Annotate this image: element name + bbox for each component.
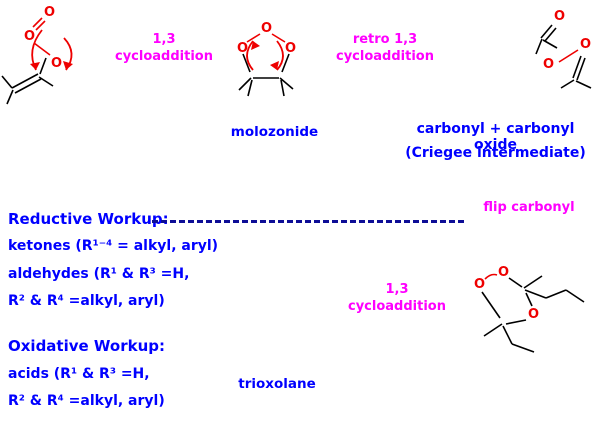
trioxolane-ring: O O O bbox=[474, 265, 585, 353]
oxidative-condition-acids-1: acids (R¹ & R³ =H, bbox=[8, 366, 150, 382]
ozone-fragment: O O O bbox=[24, 5, 62, 71]
molozonide-label: molozonide bbox=[230, 124, 319, 140]
reductive-condition-aldehydes-1: aldehydes (R¹ & R³ =H, bbox=[8, 266, 190, 282]
step4-line2: cycloaddition bbox=[348, 299, 446, 314]
oxygen-atom-label: O bbox=[261, 21, 272, 36]
oxygen-atom-label: O bbox=[580, 37, 591, 52]
trioxolane-label: trioxolane bbox=[238, 376, 316, 392]
step1-line2: cycloaddition bbox=[115, 49, 213, 64]
alkene-ozone-structure: O O O bbox=[1, 5, 73, 105]
curved-arrow bbox=[30, 29, 43, 71]
oxygen-atom-label: O bbox=[498, 265, 509, 280]
curved-arrow bbox=[246, 40, 260, 71]
step-label-retro-cycloaddition: retro 1,3 cycloaddition bbox=[322, 31, 448, 65]
flip-carbonyl-label: flip carbonyl bbox=[483, 200, 575, 215]
dashed-divider-line bbox=[152, 220, 464, 223]
curved-arrow bbox=[63, 37, 73, 71]
oxygen-atom-label: O bbox=[528, 307, 539, 322]
oxygen-atom-label: O bbox=[237, 41, 248, 56]
oxygen-atom-label: O bbox=[554, 9, 565, 24]
molozonide-structure: O O O bbox=[237, 21, 296, 97]
oxygen-atom-label: O bbox=[44, 5, 55, 20]
oxidative-workup-title: Oxidative Workup: bbox=[8, 337, 166, 355]
curved-arrow bbox=[270, 40, 284, 71]
step1-line1: 1,3 bbox=[152, 32, 176, 47]
oxygen-atom-label: O bbox=[543, 57, 554, 72]
carbonyl-fragment: O bbox=[535, 9, 565, 55]
ozonide-structure: O O O bbox=[474, 265, 585, 353]
step2-line2: cycloaddition bbox=[336, 49, 434, 64]
oxygen-atom-label: O bbox=[24, 29, 35, 44]
criegee-label-line2: (Criegee intermediate) bbox=[405, 145, 586, 161]
oxygen-atom-label: O bbox=[474, 277, 485, 292]
alkene-skeleton bbox=[1, 57, 54, 105]
criegee-label-line1: carbonyl + carbonyl oxide bbox=[416, 121, 575, 153]
oxygen-atom-label: O bbox=[51, 56, 62, 71]
step-label-cycloaddition-2: 1,3 cycloaddition bbox=[333, 281, 461, 315]
step-label-cycloaddition-1: 1,3 cycloaddition bbox=[108, 31, 220, 65]
carbonyl-carbonyl-oxide-structure: O O O bbox=[535, 9, 592, 89]
carbonyl-oxide-fragment: O O bbox=[543, 37, 592, 89]
reductive-condition-aldehydes-2: R² & R⁴ =alkyl, aryl) bbox=[8, 293, 165, 309]
molozonide-ring: O O O bbox=[237, 21, 296, 97]
reductive-condition-ketones: ketones (R¹⁻⁴ = alkyl, aryl) bbox=[8, 238, 219, 254]
reductive-workup-title: Reductive Workup: bbox=[8, 210, 169, 228]
step2-line1: retro 1,3 bbox=[352, 32, 418, 47]
oxygen-atom-label: O bbox=[285, 41, 296, 56]
oxidative-condition-acids-2: R² & R⁴ =alkyl, aryl) bbox=[8, 393, 165, 409]
step4-line1: 1,3 bbox=[385, 282, 409, 297]
